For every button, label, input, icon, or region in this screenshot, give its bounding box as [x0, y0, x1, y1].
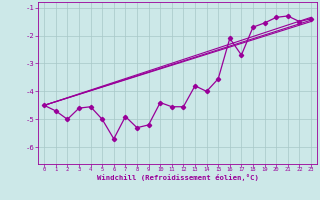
X-axis label: Windchill (Refroidissement éolien,°C): Windchill (Refroidissement éolien,°C) [97, 174, 259, 181]
